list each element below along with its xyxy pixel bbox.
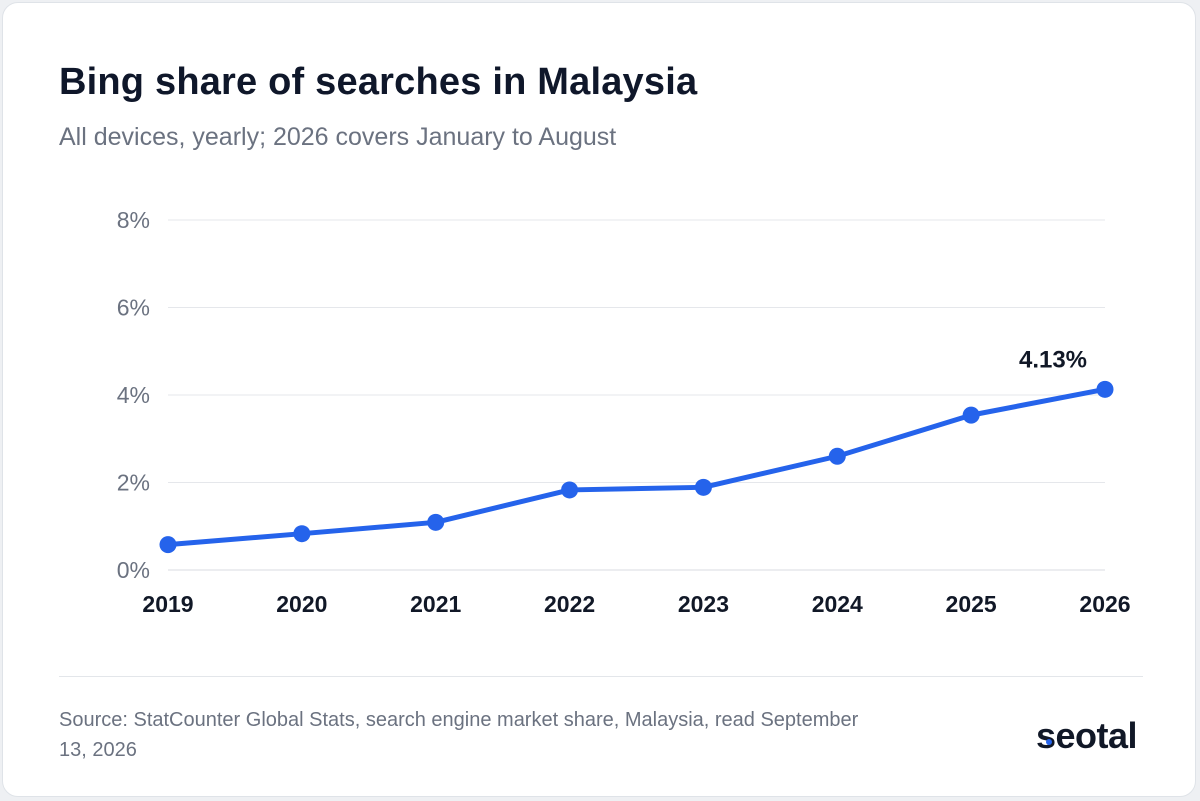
x-tick-label-2020: 2020 <box>276 591 327 617</box>
data-point-2023 <box>694 478 712 496</box>
y-tick-label-2: 2% <box>117 470 150 496</box>
y-tick-label-4: 4% <box>117 382 150 408</box>
data-point-2022 <box>561 481 579 499</box>
data-point-2026 <box>1096 380 1114 398</box>
x-tick-label-2026: 2026 <box>1079 591 1130 617</box>
data-point-2024 <box>828 447 846 465</box>
data-point-2025 <box>962 406 980 424</box>
y-tick-label-0: 0% <box>117 557 150 583</box>
x-tick-label-2023: 2023 <box>678 591 729 617</box>
y-tick-label-8: 8% <box>117 207 150 233</box>
x-tick-label-2024: 2024 <box>812 591 863 617</box>
y-tick-label-6: 6% <box>117 295 150 321</box>
series-line <box>165 386 1108 548</box>
x-tick-label-2022: 2022 <box>544 591 595 617</box>
data-label-2026: 4.13% <box>1019 346 1087 373</box>
x-tick-label-2021: 2021 <box>410 591 461 617</box>
data-point-2019 <box>159 536 177 554</box>
chart-subtitle: All devices, yearly; 2026 covers January… <box>59 123 617 151</box>
source-note: Source: StatCounter Global Stats, search… <box>59 709 859 761</box>
chart-title: Bing share of searches in Malaysia <box>59 61 698 103</box>
data-point-2020 <box>293 525 311 543</box>
data-point-2021 <box>427 513 445 531</box>
x-tick-label-2019: 2019 <box>142 591 193 617</box>
x-tick-label-2025: 2025 <box>946 591 997 617</box>
footer-divider <box>59 676 1143 677</box>
brand-logo-text: seotal <box>1035 715 1138 756</box>
brand-logo-dot <box>1045 739 1052 745</box>
brand-logo: seotal <box>1035 715 1138 757</box>
